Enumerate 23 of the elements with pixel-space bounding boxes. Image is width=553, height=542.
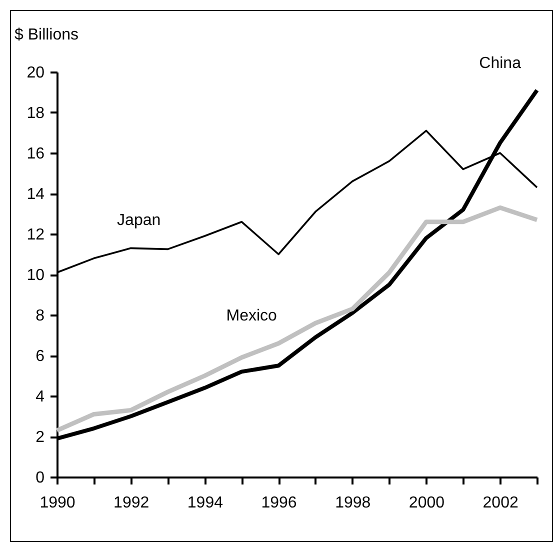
y-tick-label: 4 xyxy=(36,388,45,406)
y-tick-label: 10 xyxy=(26,267,45,284)
series-label: Japan xyxy=(117,212,161,230)
y-tick-label: 16 xyxy=(26,146,45,162)
line-series xyxy=(54,205,540,433)
series-label: China xyxy=(479,54,522,72)
y-tick-label: 12 xyxy=(26,226,45,244)
x-tick-label: 1998 xyxy=(335,494,371,512)
x-tick-label: 1990 xyxy=(40,494,76,512)
y-tick-label: 18 xyxy=(26,105,45,122)
y-tick-label: 8 xyxy=(36,308,45,324)
x-tick-label: 1992 xyxy=(114,494,150,512)
y-tick-label: 20 xyxy=(26,64,45,82)
y-tick-label: 6 xyxy=(36,348,45,365)
y-axis-title: $ Billions xyxy=(14,26,79,44)
series-label: Mexico xyxy=(226,308,278,325)
x-tick-label: 1994 xyxy=(187,494,224,512)
x-tick-label: 1996 xyxy=(261,494,297,512)
y-tick-label: 2 xyxy=(36,429,45,446)
x-tick-label: 2002 xyxy=(482,494,518,512)
x-tick-label: 2000 xyxy=(408,494,445,512)
y-tick-label: 14 xyxy=(26,186,45,203)
y-tick-label: 0 xyxy=(36,470,45,486)
